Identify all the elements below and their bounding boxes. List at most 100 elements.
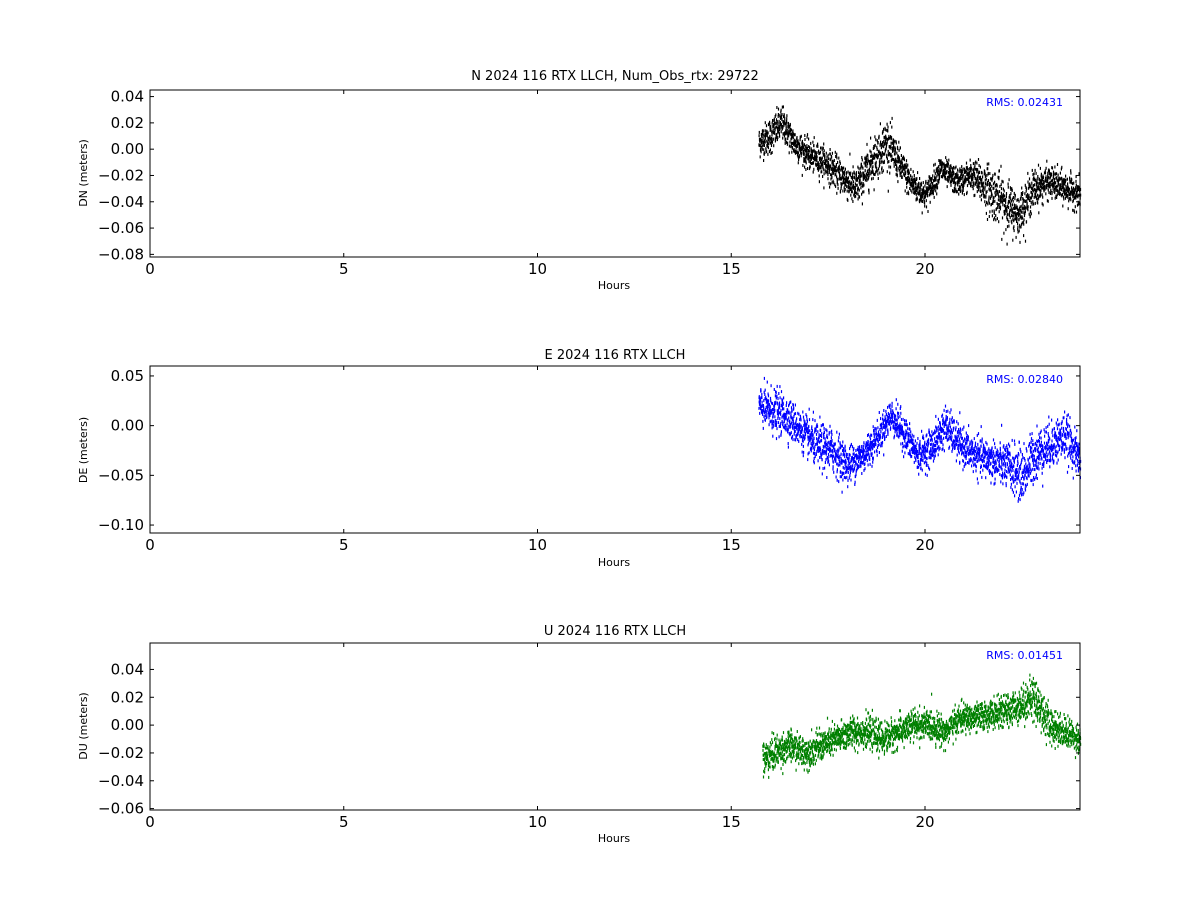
data-point [925,205,928,209]
data-point [931,185,933,189]
data-point [1021,215,1023,219]
data-point [800,435,802,439]
data-point [1031,432,1033,436]
data-point [1001,461,1003,465]
data-point [870,448,872,452]
data-point [1077,195,1079,199]
data-point [1025,462,1027,466]
data-point [908,175,910,179]
data-point [857,197,859,201]
data-point [760,138,762,142]
data-point [867,173,869,177]
data-point [777,411,779,414]
data-point [825,450,827,454]
data-point [971,447,973,450]
data-point [764,393,766,396]
data-point [961,175,964,179]
data-point [991,452,993,456]
data-point [1016,476,1018,480]
data-point [994,199,996,203]
data-point [1064,180,1066,184]
data-point [1014,477,1016,481]
data-point [932,191,934,195]
data-point [931,189,933,193]
data-point [1029,465,1031,469]
data-point [962,468,964,472]
data-point [859,462,861,466]
data-point [838,156,840,160]
data-point [1006,242,1008,246]
data-point [836,478,838,482]
data-point [859,445,861,449]
data-point [961,168,963,172]
data-point [878,160,881,164]
data-point [1018,440,1020,444]
data-point [1067,207,1069,211]
data-point [919,443,921,447]
data-point [913,174,915,177]
data-point [920,182,922,186]
data-point [919,460,921,464]
data-point [1067,182,1069,186]
data-point [818,435,820,439]
data-point [1033,195,1035,199]
data-point [953,441,955,445]
data-point [894,427,896,431]
data-point [1000,466,1002,470]
data-point [796,153,799,157]
data-point [1015,473,1017,477]
data-point [962,446,965,450]
data-point [791,409,793,413]
data-point [1006,463,1009,467]
data-point [872,170,874,174]
data-point [986,162,988,166]
data-point [823,168,825,172]
data-point [1039,451,1041,454]
data-point [1028,442,1031,446]
data-point [891,417,893,421]
data-point [906,185,908,189]
data-point [851,456,853,460]
data-point [867,154,869,158]
data-point [858,195,861,199]
data-point [813,167,815,171]
data-point [853,466,856,470]
data-point [1045,457,1047,461]
data-point [951,420,954,424]
data-point [822,448,824,452]
data-point [767,411,769,415]
data-point [1021,493,1023,497]
data-point [980,466,982,469]
data-point [807,149,809,152]
data-point [1059,171,1061,175]
data-point [1005,205,1007,209]
data-point [850,442,852,446]
data-point [885,141,887,145]
data-point [954,435,957,439]
data-point [931,191,933,195]
data-point [1068,187,1071,191]
data-point [1009,215,1011,219]
data-point [777,113,779,116]
data-point [1051,172,1053,176]
data-point [807,435,809,439]
data-point [1005,474,1007,478]
data-point [827,452,830,456]
data-point [829,439,832,443]
data-point [800,424,802,428]
y-tick-label: −0.08 [98,245,144,263]
data-point [1061,176,1063,180]
data-point [812,451,815,455]
data-point [815,163,818,167]
data-point [793,414,795,418]
data-point [808,407,810,411]
data-point [991,450,993,454]
data-point [927,190,929,193]
data-point [937,172,939,176]
data-point [1001,195,1003,199]
data-point [946,427,948,430]
data-point [1054,172,1057,176]
data-point [1029,205,1032,209]
data-point [935,182,937,186]
data-point [967,167,969,171]
